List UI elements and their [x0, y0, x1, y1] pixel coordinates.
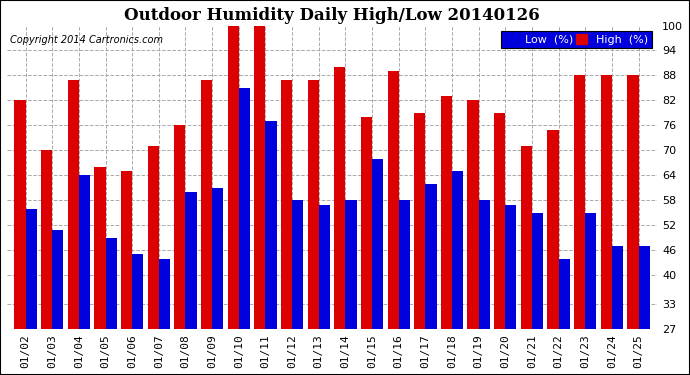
Bar	[346, 200, 357, 330]
Bar	[414, 113, 425, 330]
Bar	[228, 26, 239, 330]
Bar	[266, 121, 277, 330]
Bar	[441, 96, 452, 330]
Bar	[334, 67, 346, 330]
Title: Outdoor Humidity Daily High/Low 20140126: Outdoor Humidity Daily High/Low 20140126	[124, 7, 540, 24]
Bar	[52, 230, 63, 330]
Bar	[308, 80, 319, 330]
Bar	[239, 88, 250, 330]
Bar	[95, 167, 106, 330]
Bar	[186, 192, 197, 330]
Legend: Low  (%), High  (%): Low (%), High (%)	[501, 31, 651, 48]
Bar	[452, 171, 463, 330]
Bar	[201, 80, 212, 330]
Bar	[281, 80, 292, 330]
Bar	[292, 200, 304, 330]
Text: Copyright 2014 Cartronics.com: Copyright 2014 Cartronics.com	[10, 34, 164, 45]
Bar	[175, 125, 186, 330]
Bar	[399, 200, 410, 330]
Bar	[319, 204, 330, 330]
Bar	[372, 159, 383, 330]
Bar	[361, 117, 372, 330]
Bar	[159, 259, 170, 330]
Bar	[585, 213, 596, 330]
Bar	[467, 100, 479, 330]
Bar	[612, 246, 623, 330]
Bar	[521, 146, 532, 330]
Bar	[388, 71, 399, 330]
Bar	[79, 176, 90, 330]
Bar	[559, 259, 570, 330]
Bar	[14, 100, 26, 330]
Bar	[148, 146, 159, 330]
Bar	[574, 75, 585, 330]
Bar	[26, 209, 37, 330]
Bar	[254, 26, 266, 330]
Bar	[132, 255, 144, 330]
Bar	[547, 130, 559, 330]
Bar	[638, 246, 650, 330]
Bar	[68, 80, 79, 330]
Bar	[425, 184, 437, 330]
Bar	[212, 188, 224, 330]
Bar	[494, 113, 505, 330]
Bar	[41, 150, 52, 330]
Bar	[106, 238, 117, 330]
Bar	[627, 75, 638, 330]
Bar	[505, 204, 517, 330]
Bar	[532, 213, 543, 330]
Bar	[601, 75, 612, 330]
Bar	[121, 171, 132, 330]
Bar	[479, 200, 490, 330]
